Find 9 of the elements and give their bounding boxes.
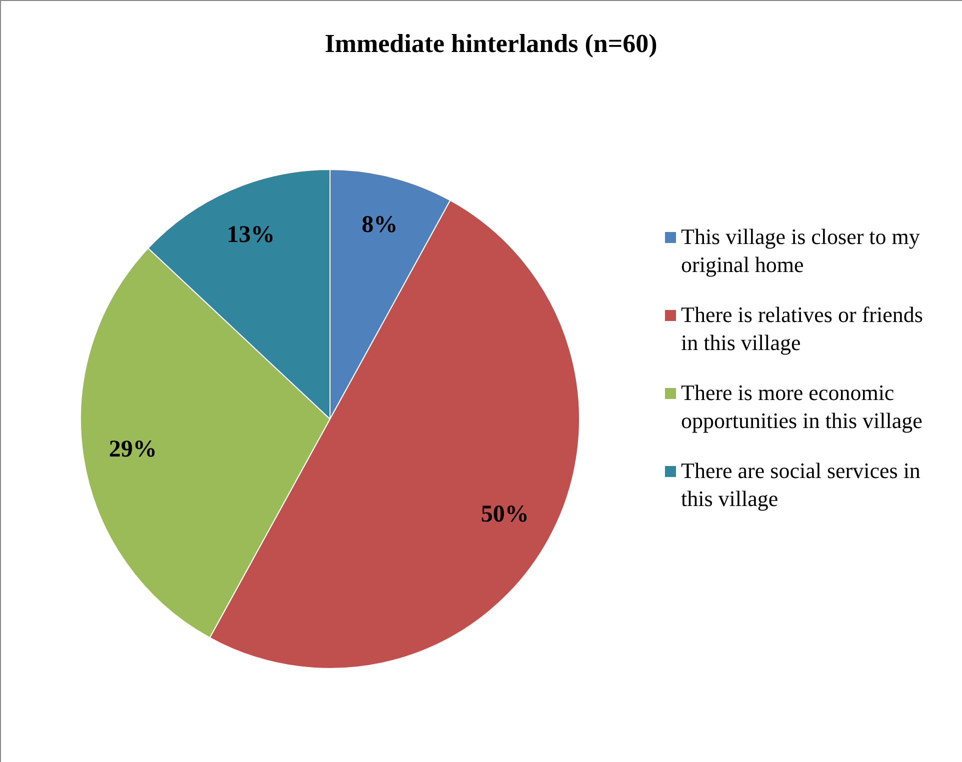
data-label: 50% — [480, 501, 529, 528]
data-label: 8% — [362, 212, 398, 238]
legend-label: There is more economic opportunities in this village — [681, 380, 922, 433]
data-label: 29% — [108, 436, 157, 462]
data-label: 13% — [226, 222, 275, 248]
legend-label: This village is closer to my original home — [681, 224, 920, 277]
chart-title: Immediate hinterlands (n=60) — [324, 29, 658, 59]
legend-label: There is relatives or friends in this village — [681, 302, 923, 355]
legend-label: There are social services in this village — [681, 458, 920, 511]
